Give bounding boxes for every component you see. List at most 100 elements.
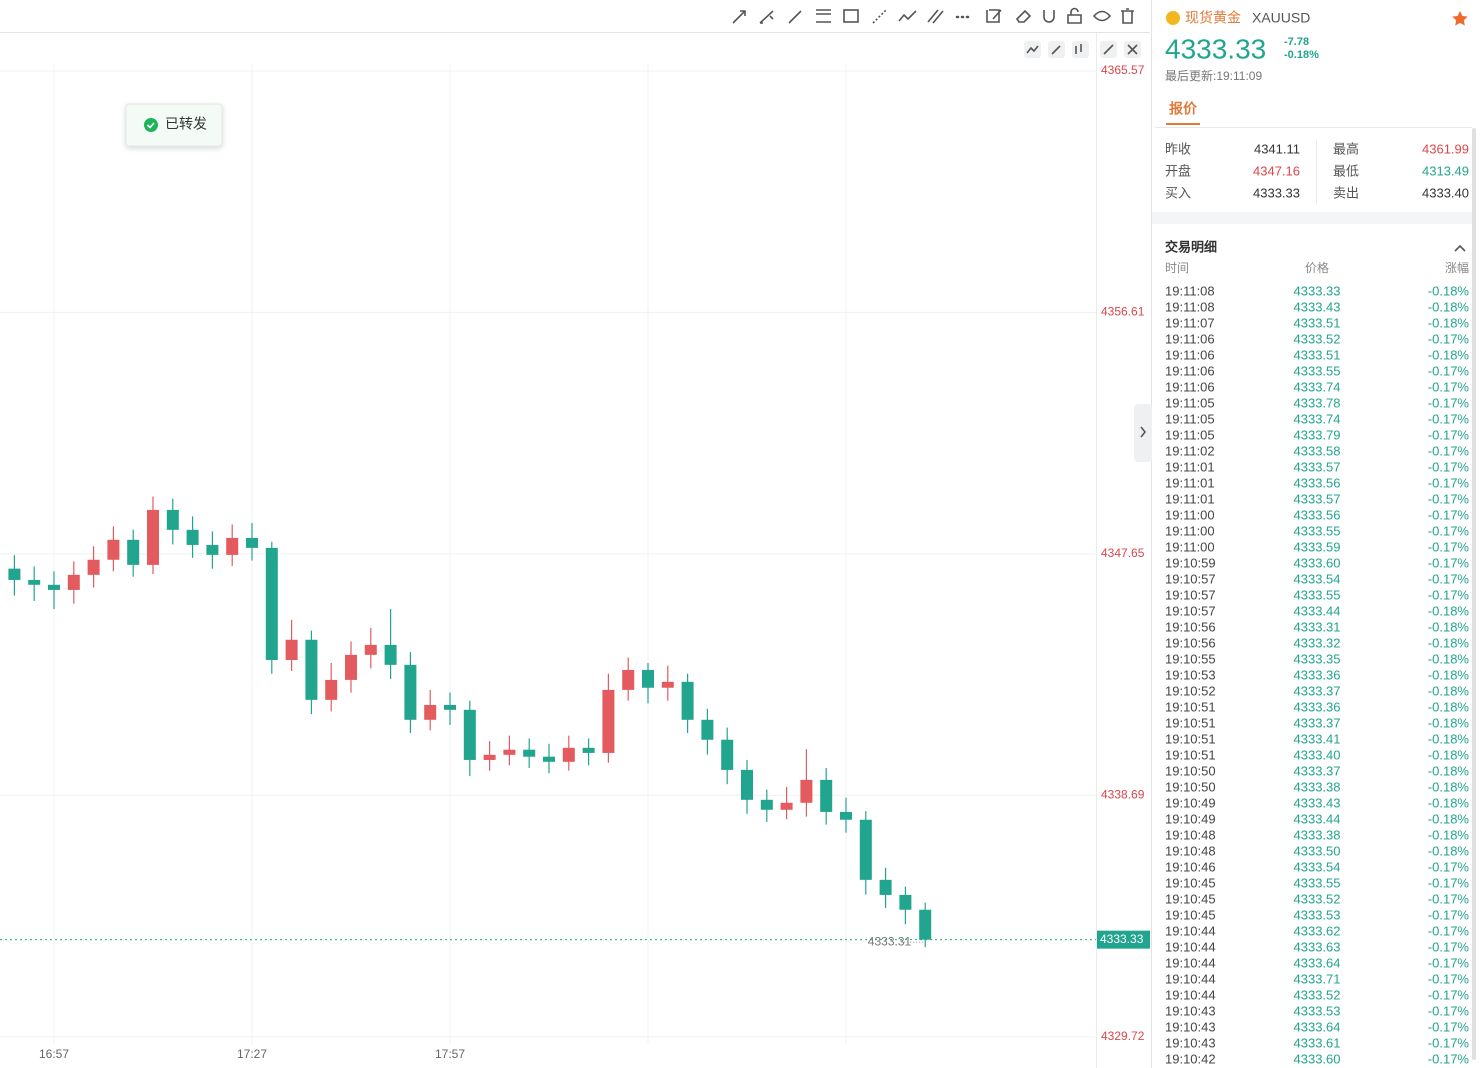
trade-cell: -0.17% (1428, 363, 1470, 378)
trade-cell: 4333.36 (1294, 699, 1341, 714)
candle-body (543, 756, 555, 762)
segment-tool[interactable] (788, 10, 802, 24)
trade-cell: 19:11:02 (1165, 443, 1215, 458)
trade-cell: 4333.38 (1294, 827, 1341, 842)
arrow-tool[interactable] (872, 9, 887, 24)
trade-cell: -0.17% (1428, 1051, 1470, 1066)
trade-cell: 4333.55 (1294, 363, 1341, 378)
y-tick-label: 4347.65 (1101, 546, 1145, 560)
trade-cell: 19:10:53 (1165, 667, 1216, 682)
trade-cell: 4333.37 (1294, 715, 1341, 730)
toast: 已转发 (125, 103, 223, 147)
trade-cell: 19:10:51 (1165, 699, 1216, 714)
toast-text: 已转发 (165, 116, 207, 132)
candle-body (899, 894, 912, 910)
trade-cell: 4333.78 (1294, 395, 1341, 410)
trade-cell: -0.18% (1428, 619, 1470, 634)
candle-body (701, 719, 714, 740)
trade-cell: -0.17% (1428, 427, 1470, 442)
candle-body (760, 799, 773, 810)
delete-tool[interactable] (1121, 8, 1134, 24)
price-change-pct: -0.18% (1284, 49, 1319, 61)
trade-cell: 4333.51 (1294, 347, 1341, 362)
trades-column-header: 涨幅 (1445, 260, 1469, 275)
rect-tool[interactable] (843, 9, 859, 23)
trade-cell: 19:10:46 (1165, 859, 1216, 874)
trade-cell: 19:10:42 (1165, 1051, 1216, 1066)
collapse-handle[interactable] (1134, 404, 1152, 462)
trade-cell: -0.17% (1428, 987, 1470, 1002)
candle-body (661, 681, 674, 688)
trade-cell: -0.17% (1428, 907, 1470, 922)
quote-label: 最低 (1333, 163, 1359, 178)
trade-cell: 19:10:44 (1165, 971, 1216, 986)
quote-label: 买入 (1165, 185, 1191, 200)
y-tick-label: 4356.61 (1101, 305, 1145, 319)
trade-cell: 19:11:05 (1165, 395, 1215, 410)
trade-cell: -0.18% (1428, 299, 1470, 314)
tab-quote[interactable]: 报价 (1169, 101, 1198, 117)
handle-bg[interactable] (1134, 404, 1152, 462)
channel-tool[interactable] (927, 9, 944, 24)
trades-column-header: 时间 (1165, 261, 1189, 275)
trade-cell: 4333.54 (1294, 571, 1341, 586)
trade-cell: 4333.74 (1294, 379, 1341, 394)
trade-cell: 4333.37 (1294, 763, 1341, 778)
trade-cell: 19:10:59 (1165, 555, 1216, 570)
trade-cell: -0.18% (1428, 315, 1470, 330)
trade-cell: 19:10:56 (1165, 635, 1216, 650)
candle-body (107, 539, 120, 560)
trade-cell: 19:11:00 (1165, 507, 1215, 522)
trade-cell: -0.17% (1428, 555, 1470, 570)
trade-cell: 4333.60 (1294, 1051, 1341, 1066)
trade-cell: 4333.64 (1294, 955, 1341, 970)
trade-cell: 4333.62 (1294, 923, 1341, 938)
candle-body (602, 689, 615, 753)
trade-cell: 4333.74 (1294, 411, 1341, 426)
fib-tool[interactable] (816, 9, 831, 23)
trade-cell: 4333.79 (1294, 427, 1341, 442)
trade-cell: 4333.52 (1294, 987, 1341, 1002)
candle-body (800, 779, 813, 803)
collapse-trades[interactable] (1454, 244, 1466, 252)
scrollbar (1472, 128, 1476, 1060)
handle-chevron (1140, 426, 1147, 438)
candle-body (681, 681, 694, 720)
trade-cell: -0.18% (1428, 763, 1470, 778)
ray-tool[interactable] (759, 10, 774, 24)
lock-tool[interactable] (1067, 7, 1082, 24)
trade-cell: -0.17% (1428, 443, 1470, 458)
trade-cell: -0.17% (1428, 971, 1470, 986)
visibility-tool[interactable] (1092, 10, 1112, 22)
last-price-box (1097, 930, 1150, 949)
favorite-star[interactable] (1452, 11, 1468, 26)
candle-body (206, 544, 219, 555)
candle-body (503, 749, 516, 755)
trade-cell: 4333.59 (1294, 539, 1341, 554)
magnet-tool[interactable] (1043, 10, 1055, 23)
trend-line-tool[interactable] (732, 10, 746, 24)
x-tick-label: 17:27 (237, 1047, 267, 1061)
chart-controls[interactable] (1024, 41, 1141, 58)
eraser-tool[interactable] (1015, 9, 1032, 23)
trade-cell: 4333.41 (1294, 731, 1341, 746)
trade-cell: 4333.71 (1294, 971, 1341, 986)
candle-body (305, 639, 318, 700)
trade-cell: 19:11:06 (1165, 347, 1215, 362)
trade-cell: 19:10:45 (1165, 891, 1216, 906)
trade-cell: 19:10:48 (1165, 827, 1216, 842)
low-marker-label: 4333.31 (868, 934, 912, 948)
trade-cell: -0.17% (1428, 939, 1470, 954)
trade-cell: -0.17% (1428, 459, 1470, 474)
trade-cell: 19:10:57 (1165, 587, 1216, 602)
candle-body (384, 644, 397, 665)
trades-column-header: 价格 (1305, 260, 1329, 275)
candle-body (364, 644, 377, 655)
edit-tool[interactable] (986, 9, 1002, 23)
path-tool[interactable] (898, 10, 917, 22)
toolbar-icons[interactable] (732, 7, 1134, 24)
candle-body (404, 664, 417, 720)
trade-cell: 4333.31 (1294, 619, 1341, 634)
trade-cell: 19:10:57 (1165, 603, 1216, 618)
